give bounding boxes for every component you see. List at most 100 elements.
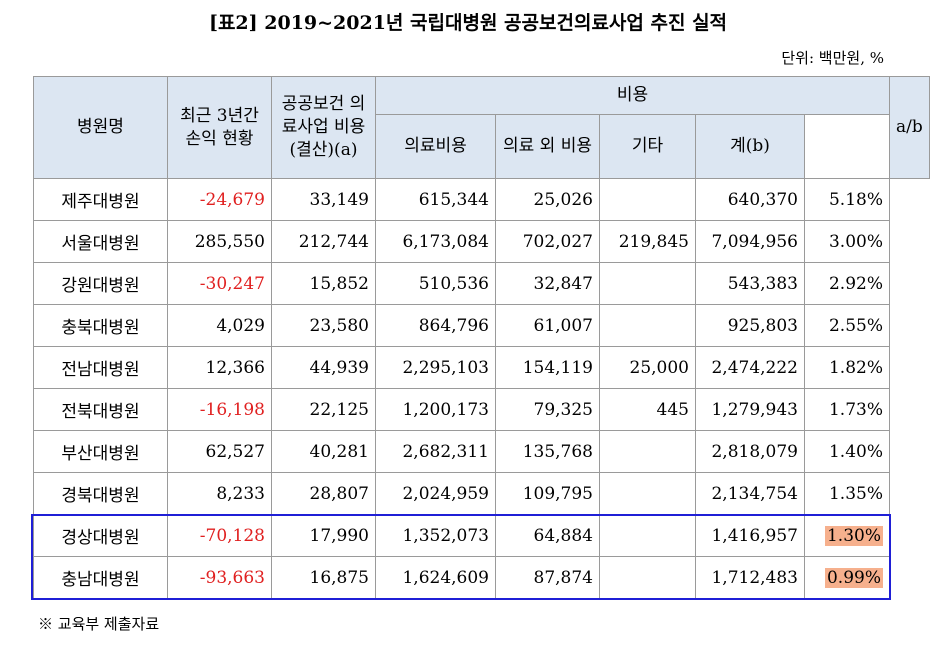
cell-public: 28,807 [271, 472, 376, 515]
table-row: 전북대병원 -16,198 22,125 1,200,173 79,325 445 1,27… [33, 388, 930, 431]
footnote: ※ 교육부 제출자료 [38, 615, 160, 633]
cell-public: 40,281 [271, 430, 376, 473]
cell-ratio: 1.30% [804, 514, 890, 557]
table-row: 충남대병원 -93,663 16,875 1,624,609 87,874 1,712,4… [33, 556, 930, 599]
cell-public: 15,852 [271, 262, 376, 305]
cell-other: 219,845 [599, 220, 696, 263]
cell-name: 제주대병원 [33, 178, 168, 221]
header-public-cost: 공공보건 의료사업 비용 (결산)(a) [271, 76, 376, 179]
header-profit-loss: 최근 3년간 손익 현황 [167, 76, 272, 179]
cell-medical: 1,352,073 [375, 514, 496, 557]
cell-nonmedical: 154,119 [495, 346, 600, 389]
header-cost-group: 비용 [375, 76, 890, 115]
cell-ratio: 1.35% [804, 472, 890, 515]
header-other: 기타 [599, 114, 696, 179]
cell-total: 2,474,222 [695, 346, 805, 389]
cell-public: 22,125 [271, 388, 376, 431]
unit-label: 단위: 백만원, % [781, 49, 884, 67]
cell-medical: 2,295,103 [375, 346, 496, 389]
cell-other [599, 178, 696, 221]
cell-public: 23,580 [271, 304, 376, 347]
cell-other [599, 430, 696, 473]
cell-total: 543,383 [695, 262, 805, 305]
cell-total: 1,712,483 [695, 556, 805, 599]
cell-profit: 12,366 [167, 346, 272, 389]
cell-total: 7,094,956 [695, 220, 805, 263]
cell-ratio: 2.92% [804, 262, 890, 305]
cell-total: 1,416,957 [695, 514, 805, 557]
cell-other [599, 514, 696, 557]
cell-profit: 4,029 [167, 304, 272, 347]
header-non-medical-cost: 의료 외 비용 [495, 114, 600, 179]
cell-total: 2,134,754 [695, 472, 805, 515]
cell-nonmedical: 64,884 [495, 514, 600, 557]
cell-nonmedical: 109,795 [495, 472, 600, 515]
cell-total: 1,279,943 [695, 388, 805, 431]
cell-total: 640,370 [695, 178, 805, 221]
cell-other: 25,000 [599, 346, 696, 389]
cell-public: 16,875 [271, 556, 376, 599]
cell-ratio: 1.73% [804, 388, 890, 431]
cell-nonmedical: 32,847 [495, 262, 600, 305]
cell-ratio: 5.18% [804, 178, 890, 221]
table-row: 제주대병원 -24,679 33,149 615,344 25,026 640,370 5.… [33, 178, 930, 221]
cell-name: 전북대병원 [33, 388, 168, 431]
cell-nonmedical: 87,874 [495, 556, 600, 599]
cell-other [599, 304, 696, 347]
cell-name: 경상대병원 [33, 514, 168, 557]
table-row: 부산대병원 62,527 40,281 2,682,311 135,768 2,818,0… [33, 430, 930, 473]
table-row: 경상대병원 -70,128 17,990 1,352,073 64,884 1,416,9… [33, 514, 930, 557]
cell-medical: 2,024,959 [375, 472, 496, 515]
cell-profit: 285,550 [167, 220, 272, 263]
cell-public: 44,939 [271, 346, 376, 389]
cell-name: 충북대병원 [33, 304, 168, 347]
cell-other [599, 472, 696, 515]
highlighted-ratio: 0.99% [824, 567, 883, 588]
cell-medical: 1,200,173 [375, 388, 496, 431]
table-body: 제주대병원 -24,679 33,149 615,344 25,026 640,370 5.… [33, 178, 930, 599]
cell-medical: 2,682,311 [375, 430, 496, 473]
cell-medical: 1,624,609 [375, 556, 496, 599]
cell-total: 925,803 [695, 304, 805, 347]
cell-name: 경북대병원 [33, 472, 168, 515]
cell-medical: 615,344 [375, 178, 496, 221]
cell-profit: 62,527 [167, 430, 272, 473]
cell-name: 서울대병원 [33, 220, 168, 263]
cell-nonmedical: 702,027 [495, 220, 600, 263]
cell-name: 충남대병원 [33, 556, 168, 599]
header-hospital: 병원명 [33, 76, 168, 179]
cell-ratio: 1.82% [804, 346, 890, 389]
cell-medical: 510,536 [375, 262, 496, 305]
cell-profit: -24,679 [167, 178, 272, 221]
highlighted-ratio: 1.30% [824, 525, 883, 546]
table-row: 충북대병원 4,029 23,580 864,796 61,007 925,803 2.55… [33, 304, 930, 347]
cell-nonmedical: 61,007 [495, 304, 600, 347]
cell-profit: 8,233 [167, 472, 272, 515]
header-total: 계(b) [695, 114, 805, 179]
performance-table: 병원명 최근 3년간 손익 현황 공공보건 의료사업 비용 (결산)(a) 비용… [33, 76, 930, 599]
cell-public: 33,149 [271, 178, 376, 221]
header-medical-cost: 의료비용 [375, 114, 496, 179]
cell-profit: -30,247 [167, 262, 272, 305]
table-row: 경북대병원 8,233 28,807 2,024,959 109,795 2,134,75… [33, 472, 930, 515]
cell-medical: 864,796 [375, 304, 496, 347]
cell-profit: -70,128 [167, 514, 272, 557]
cell-name: 강원대병원 [33, 262, 168, 305]
cell-profit: -16,198 [167, 388, 272, 431]
cell-public: 17,990 [271, 514, 376, 557]
cell-name: 부산대병원 [33, 430, 168, 473]
cell-name: 전남대병원 [33, 346, 168, 389]
cell-total: 2,818,079 [695, 430, 805, 473]
page-title: [표2] 2019~2021년 국립대병원 공공보건의료사업 추진 실적 [208, 12, 728, 34]
cell-other: 445 [599, 388, 696, 431]
cell-public: 212,744 [271, 220, 376, 263]
cell-other [599, 556, 696, 599]
table-row: 강원대병원 -30,247 15,852 510,536 32,847 543,383 2.… [33, 262, 930, 305]
cell-ratio: 1.40% [804, 430, 890, 473]
cell-nonmedical: 135,768 [495, 430, 600, 473]
cell-other [599, 262, 696, 305]
table-row: 서울대병원 285,550 212,744 6,173,084 702,027 219,8… [33, 220, 930, 263]
cell-ratio: 3.00% [804, 220, 890, 263]
cell-medical: 6,173,084 [375, 220, 496, 263]
cell-profit: -93,663 [167, 556, 272, 599]
